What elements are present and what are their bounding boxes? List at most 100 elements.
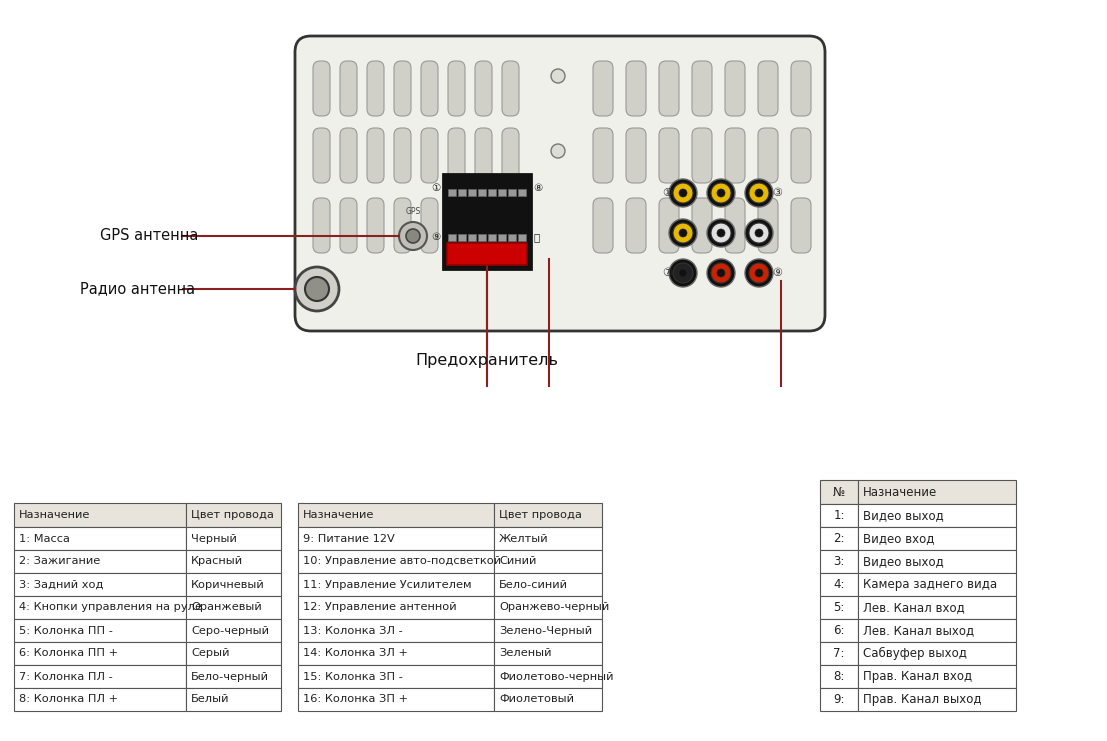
Bar xyxy=(858,596,1016,619)
Text: Прав. Канал выход: Прав. Канал выход xyxy=(863,693,982,706)
FancyBboxPatch shape xyxy=(313,61,330,116)
Bar xyxy=(478,234,486,241)
Bar xyxy=(298,527,494,550)
Bar xyxy=(298,503,494,527)
Circle shape xyxy=(673,183,693,203)
Bar xyxy=(494,688,602,711)
FancyBboxPatch shape xyxy=(448,61,465,116)
Text: ①: ① xyxy=(432,183,441,193)
Text: Видео вход: Видео вход xyxy=(863,532,934,545)
Text: 9:: 9: xyxy=(834,693,845,706)
Bar xyxy=(858,573,1016,596)
Text: Коричневый: Коричневый xyxy=(192,579,265,590)
Text: 7: Колонка ПЛ -: 7: Колонка ПЛ - xyxy=(19,671,113,682)
Bar xyxy=(186,573,281,596)
Circle shape xyxy=(711,263,731,283)
Bar xyxy=(820,504,858,527)
Text: Видео выход: Видео выход xyxy=(863,555,944,568)
Bar xyxy=(14,573,186,596)
Bar xyxy=(443,174,531,269)
FancyBboxPatch shape xyxy=(340,128,356,183)
Text: GPS антенна: GPS антенна xyxy=(100,228,198,244)
Text: №: № xyxy=(832,485,845,499)
Text: ⑦: ⑦ xyxy=(662,268,672,278)
FancyBboxPatch shape xyxy=(368,198,384,253)
FancyBboxPatch shape xyxy=(475,198,492,253)
Text: Цвет провода: Цвет провода xyxy=(192,510,273,520)
Bar xyxy=(820,619,858,642)
Text: Назначение: Назначение xyxy=(863,485,938,499)
Bar xyxy=(494,619,602,642)
Bar xyxy=(14,688,186,711)
Bar xyxy=(468,234,476,241)
Text: 10: Управление авто-подсветкой: 10: Управление авто-подсветкой xyxy=(303,556,501,567)
Circle shape xyxy=(399,222,427,250)
Text: GPS: GPS xyxy=(405,207,421,216)
FancyBboxPatch shape xyxy=(593,128,613,183)
FancyBboxPatch shape xyxy=(340,198,356,253)
Text: Камера заднего вида: Камера заднего вида xyxy=(863,578,997,591)
Text: 6: Колонка ПП +: 6: Колонка ПП + xyxy=(19,648,118,659)
Text: Черный: Черный xyxy=(192,534,237,543)
FancyBboxPatch shape xyxy=(625,198,646,253)
Bar xyxy=(14,550,186,573)
Text: Видео выход: Видео выход xyxy=(863,509,944,522)
FancyBboxPatch shape xyxy=(501,128,519,183)
Circle shape xyxy=(669,179,697,207)
Circle shape xyxy=(306,277,329,301)
Bar xyxy=(858,527,1016,550)
Text: Цвет провода: Цвет провода xyxy=(499,510,582,520)
Text: Серо-черный: Серо-черный xyxy=(192,625,269,636)
Text: Зелено-Черный: Зелено-Черный xyxy=(499,625,592,636)
FancyBboxPatch shape xyxy=(758,198,778,253)
Bar xyxy=(298,688,494,711)
FancyBboxPatch shape xyxy=(725,128,745,183)
Circle shape xyxy=(711,183,731,203)
FancyBboxPatch shape xyxy=(659,128,679,183)
FancyBboxPatch shape xyxy=(792,61,811,116)
FancyBboxPatch shape xyxy=(421,128,438,183)
Text: 2: Зажигание: 2: Зажигание xyxy=(19,556,101,567)
Text: ⑧: ⑧ xyxy=(532,183,542,193)
Bar xyxy=(186,527,281,550)
FancyBboxPatch shape xyxy=(501,198,519,253)
Text: Бело-синий: Бело-синий xyxy=(499,579,568,590)
Text: Оранжевый: Оранжевый xyxy=(192,602,261,613)
Text: ③: ③ xyxy=(772,188,782,198)
Circle shape xyxy=(551,69,565,83)
Circle shape xyxy=(749,223,769,243)
Bar xyxy=(448,189,456,196)
Text: Белый: Белый xyxy=(192,694,229,705)
Text: 5: Колонка ПП -: 5: Колонка ПП - xyxy=(19,625,113,636)
Circle shape xyxy=(717,229,725,237)
Bar xyxy=(820,527,858,550)
Text: ⑨: ⑨ xyxy=(772,268,782,278)
Text: 13: Колонка ЗЛ -: 13: Колонка ЗЛ - xyxy=(303,625,403,636)
FancyBboxPatch shape xyxy=(394,198,411,253)
Text: 7:: 7: xyxy=(834,647,845,660)
Circle shape xyxy=(755,189,763,197)
Text: Лев. Канал вход: Лев. Канал вход xyxy=(863,601,964,614)
Text: Радио антенна: Радио антенна xyxy=(80,282,195,296)
Text: 4:: 4: xyxy=(834,578,845,591)
Bar xyxy=(820,573,858,596)
Bar xyxy=(494,596,602,619)
FancyBboxPatch shape xyxy=(625,128,646,183)
Bar xyxy=(298,619,494,642)
Bar xyxy=(858,504,1016,527)
Bar xyxy=(186,688,281,711)
Bar xyxy=(186,596,281,619)
FancyBboxPatch shape xyxy=(313,198,330,253)
Text: 3: Задний ход: 3: Задний ход xyxy=(19,579,103,590)
Circle shape xyxy=(707,259,735,287)
Circle shape xyxy=(749,263,769,283)
Bar xyxy=(820,480,858,504)
Bar xyxy=(518,234,526,241)
FancyBboxPatch shape xyxy=(725,61,745,116)
Circle shape xyxy=(551,144,565,158)
Circle shape xyxy=(673,263,693,283)
FancyBboxPatch shape xyxy=(421,198,438,253)
Bar xyxy=(494,573,602,596)
Text: 2:: 2: xyxy=(834,532,845,545)
Text: 15: Колонка ЗП -: 15: Колонка ЗП - xyxy=(303,671,403,682)
